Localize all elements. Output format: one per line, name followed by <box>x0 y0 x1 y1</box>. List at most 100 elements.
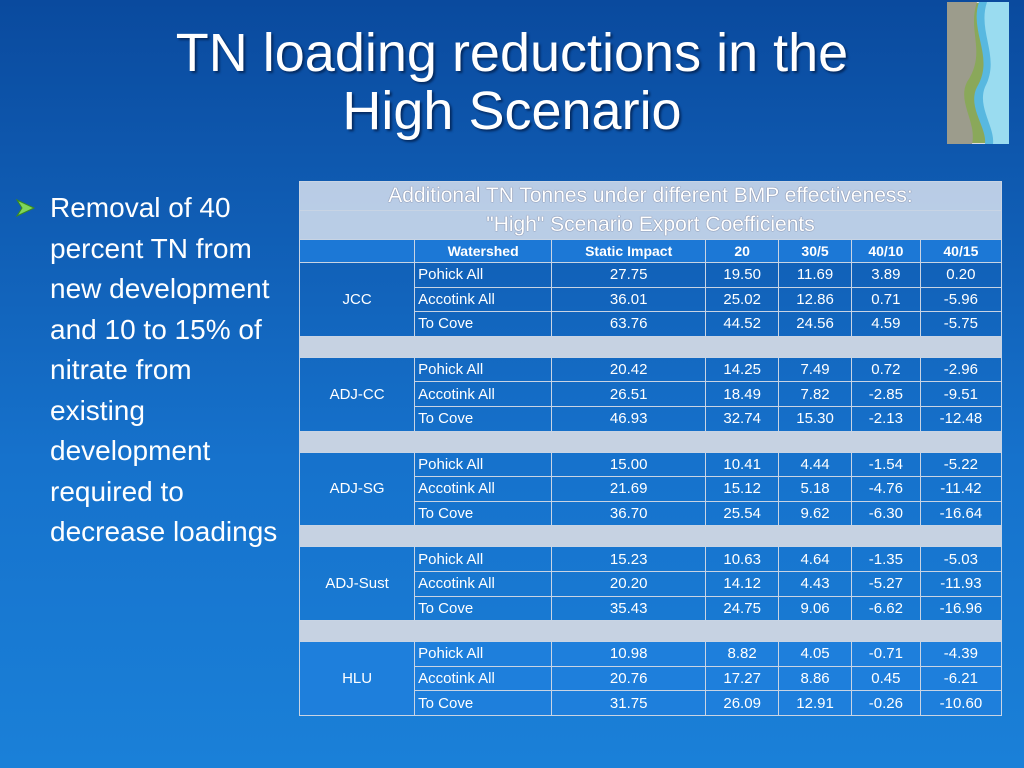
group-cell: ADJ-SG <box>298 451 416 527</box>
data-cell: 9.06 <box>778 595 852 622</box>
data-cell: 31.75 <box>551 690 707 716</box>
data-cell: -5.22 <box>919 451 1003 478</box>
data-cell: 10.63 <box>705 546 780 572</box>
data-cell: -6.21 <box>919 665 1003 692</box>
spacer-row <box>299 335 1002 358</box>
data-cell: 32.74 <box>705 405 780 432</box>
title-line: TN loading reductions in the <box>175 23 849 83</box>
data-cell: Accotink All <box>414 381 553 407</box>
header-row: Watershed Static Impact 20 30/5 40/10 40/15 <box>298 239 1003 263</box>
data-cell: 3.89 <box>850 262 921 288</box>
data-row: Accotink All 36.01 25.02 12.86 0.71 -5.96 <box>300 286 1003 313</box>
spacer-cell <box>299 525 1002 548</box>
data-cell: To Cove <box>414 595 553 622</box>
data-cell: -5.75 <box>919 311 1003 337</box>
data-cell: 14.12 <box>705 570 780 597</box>
data-cell: 26.09 <box>705 690 780 716</box>
data-row: ADJ-SG Pohick All 15.00 10.41 4.44 -1.54 -5.22 <box>298 451 1003 527</box>
data-cell: 9.62 <box>778 500 852 527</box>
data-cell: 15.00 <box>551 451 707 478</box>
data-cell: -4.76 <box>850 476 921 502</box>
spacer-cell <box>299 335 1002 358</box>
data-cell: -4.39 <box>919 641 1003 667</box>
caption-cell: "High" Scenario Export Coefficients <box>299 210 1002 240</box>
data-cell: -6.30 <box>850 500 921 527</box>
data-cell: -16.96 <box>919 595 1003 622</box>
header-cell: Static Impact <box>551 239 707 263</box>
data-cell: Pohick All <box>414 356 553 383</box>
data-cell: 4.43 <box>778 570 852 597</box>
spacer-row <box>299 430 1002 453</box>
data-row: To Cove 31.75 26.09 12.91 -0.26 -10.60 <box>300 690 1003 716</box>
bullet-text: Removal of 40 percent TN from new develo… <box>50 192 278 547</box>
data-row: ADJ-Sust Pohick All 15.23 10.63 4.64 -1.35 -5.… <box>298 546 1003 622</box>
data-cell: 15.30 <box>778 405 852 432</box>
data-row: ADJ-CC Pohick All 20.42 14.25 7.49 0.72 -2.96 <box>298 356 1003 432</box>
data-cell: -0.26 <box>850 690 921 716</box>
data-cell: 21.69 <box>551 476 707 502</box>
data-cell: -1.54 <box>850 451 921 478</box>
data-cell: Accotink All <box>414 286 553 313</box>
spacer-row <box>299 620 1002 643</box>
data-cell: 36.01 <box>551 286 707 313</box>
data-cell: -9.51 <box>919 381 1003 407</box>
data-cell: 4.44 <box>778 451 852 478</box>
data-cell: 0.72 <box>850 356 921 383</box>
data-cell: 10.41 <box>705 451 780 478</box>
data-cell: 4.05 <box>778 641 852 667</box>
data-cell: 15.12 <box>705 476 780 502</box>
data-cell: 20.76 <box>551 665 707 692</box>
data-cell: 0.71 <box>850 286 921 313</box>
data-cell: -2.85 <box>850 381 921 407</box>
spacer-cell <box>299 430 1002 453</box>
data-cell: -0.71 <box>850 641 921 667</box>
data-cell: To Cove <box>414 500 553 527</box>
data-row: Accotink All 20.20 14.12 4.43 -5.27 -11.93 <box>300 570 1003 597</box>
data-cell: 46.93 <box>551 405 707 432</box>
data-cell: 0.20 <box>919 262 1003 288</box>
data-cell: To Cove <box>414 690 553 716</box>
spacer-cell <box>299 620 1002 643</box>
data-cell: -16.64 <box>919 500 1003 527</box>
data-cell: 12.86 <box>778 286 852 313</box>
data-cell: 12.91 <box>778 690 852 716</box>
header-cell: 40/15 <box>919 239 1003 263</box>
data-cell: 18.49 <box>705 381 780 407</box>
title-line: High Scenario <box>342 81 682 141</box>
data-cell: 24.56 <box>778 311 852 337</box>
header-cell: 30/5 <box>778 239 852 263</box>
data-cell: 36.70 <box>551 500 707 527</box>
data-cell: -5.03 <box>919 546 1003 572</box>
data-cell: 44.52 <box>705 311 780 337</box>
data-row: Accotink All 26.51 18.49 7.82 -2.85 -9.51 <box>300 381 1003 407</box>
data-cell: 7.82 <box>778 381 852 407</box>
data-cell: 35.43 <box>551 595 707 622</box>
data-row: JCC Pohick All 27.75 19.50 11.69 3.89 0.20 <box>298 262 1003 337</box>
data-cell: 14.25 <box>705 356 780 383</box>
data-cell: 27.75 <box>551 262 707 288</box>
data-cell: 20.20 <box>551 570 707 597</box>
group-cell: JCC <box>298 262 416 337</box>
header-cell: 20 <box>705 239 780 263</box>
data-row: To Cove 36.70 25.54 9.62 -6.30 -16.64 <box>300 500 1003 527</box>
data-cell: -5.27 <box>850 570 921 597</box>
data-cell: 8.86 <box>778 665 852 692</box>
data-cell: To Cove <box>414 405 553 432</box>
data-cell: -10.60 <box>919 690 1003 716</box>
data-cell: -2.96 <box>919 356 1003 383</box>
decorative-image <box>947 2 1009 144</box>
data-cell: 25.02 <box>705 286 780 313</box>
data-row: To Cove 63.76 44.52 24.56 4.59 -5.75 <box>300 311 1003 337</box>
group-cell: HLU <box>298 641 416 716</box>
data-cell: 19.50 <box>705 262 780 288</box>
data-row: To Cove 46.93 32.74 15.30 -2.13 -12.48 <box>300 405 1003 432</box>
data-cell: 63.76 <box>551 311 707 337</box>
data-cell: Pohick All <box>414 546 553 572</box>
data-row: HLU Pohick All 10.98 8.82 4.05 -0.71 -4.39 <box>298 641 1003 716</box>
data-cell: 26.51 <box>551 381 707 407</box>
spacer-row <box>299 525 1002 548</box>
data-cell: -6.62 <box>850 595 921 622</box>
group-cell: ADJ-CC <box>298 356 416 432</box>
data-cell: Pohick All <box>414 262 553 288</box>
